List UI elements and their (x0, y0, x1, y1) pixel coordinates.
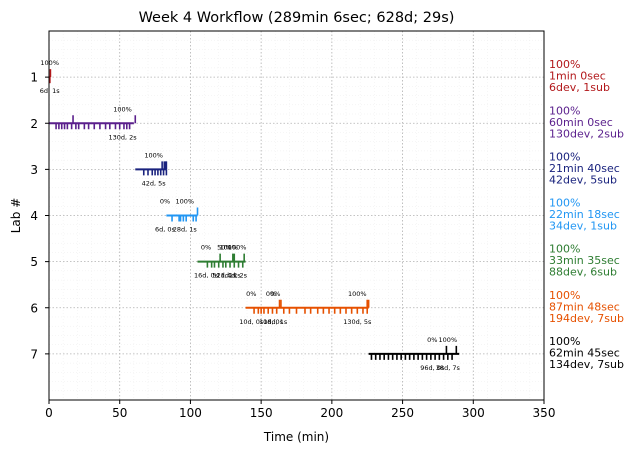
submission-count-label: 28d, 1s (173, 226, 198, 234)
x-tick-label: 0 (45, 406, 53, 420)
y-tick-label: 5 (30, 255, 38, 269)
lab-lane-4: 0% 6d, 0s 100% 28d, 1s (155, 198, 199, 234)
submission-count-label: 38d, 7s (436, 364, 461, 372)
submission-percent-label: 0% (427, 336, 437, 344)
submission-percent-label: 100% (219, 244, 238, 252)
submission-percent-label: 100% (175, 198, 194, 206)
lab-3-summary-line: 42dev, 5sub (549, 173, 617, 186)
chart-title: Week 4 Workflow (289min 6sec; 628d; 29s) (139, 10, 455, 26)
lab-4-summary-line: 100% (549, 197, 580, 210)
submission-percent-label: 0% (270, 290, 280, 298)
lab-lane-2: 100% 130d, 2s (49, 105, 137, 141)
y-tick-label: 1 (30, 71, 38, 85)
submission-count-label: 4d, 2s (227, 272, 248, 280)
submission-count-label: 16d, 0s (194, 272, 219, 280)
lab-5-summary-line: 33min 35sec (549, 254, 620, 267)
lab-1-summary-line: 1min 0sec (549, 70, 606, 83)
y-tick-label: 4 (30, 209, 38, 223)
submission-count-label: 10d, 0s (239, 318, 264, 326)
lab-lane-5: 0% 16d, 0s 50% 51d, 1s 100% 21d, 2s 100% 4d, 2s (194, 244, 248, 280)
lab-lane-3: 100% 42d, 5s (135, 151, 168, 187)
lab-lane-6: 0% 10d, 0s 0% 10d, 0s 0% 18d, 1s 100% 130d, 5s (239, 290, 372, 326)
y-tick-label: 2 (30, 117, 38, 131)
submission-count-label: 10d, 0s (259, 318, 284, 326)
y-axis-label: Lab # (9, 198, 23, 234)
lab-5-summary-line: 88dev, 6sub (549, 266, 617, 279)
lab-7-summary-line: 62min 45sec (549, 346, 620, 359)
lab-lane-7: 0% 96d, 0s 100% 38d, 7s (368, 336, 461, 372)
submission-count-label: 42d, 5s (142, 179, 167, 187)
lab-5-summary-line: 100% (549, 243, 580, 256)
y-tick-label: 6 (30, 301, 38, 315)
submission-percent-label: 100% (348, 290, 367, 298)
x-tick-label: 250 (391, 406, 414, 420)
lab-3-summary-line: 100% (549, 150, 580, 163)
submission-percent-label: 100% (40, 59, 59, 67)
x-tick-label: 50 (112, 406, 127, 420)
submission-percent-label: 100% (144, 151, 163, 159)
submission-count-label: 18d, 1s (263, 318, 288, 326)
lab-7-summary-line: 100% (549, 335, 580, 348)
submission-count-label: 130d, 5s (343, 318, 372, 326)
x-tick-label: 350 (533, 406, 556, 420)
submission-percent-label: 0% (266, 290, 276, 298)
lab-4-summary-line: 22min 18sec (549, 208, 620, 221)
lab-6-summary-line: 100% (549, 289, 580, 302)
x-tick-label: 150 (250, 406, 273, 420)
submission-percent-label: 100% (113, 105, 132, 113)
lab-1-summary-line: 100% (549, 58, 580, 71)
x-tick-label: 100 (179, 406, 202, 420)
lab-6-summary-line: 194dev, 7sub (549, 312, 624, 325)
x-tick-label: 300 (462, 406, 485, 420)
axis-ticks: 0 50 100 150 200 250 300 350 1 2 3 4 5 6 7 (30, 71, 555, 420)
y-tick-label: 3 (30, 163, 38, 177)
lab-2-summary-line: 100% (549, 104, 580, 117)
submission-percent-label: 0% (246, 290, 256, 298)
submission-percent-label: 100% (439, 336, 458, 344)
submission-percent-label: 0% (160, 198, 170, 206)
lab-4-summary-line: 34dev, 1sub (549, 220, 617, 233)
submission-count-label: 6d, 0s (155, 226, 176, 234)
submission-percent-label: 50% (217, 244, 231, 252)
lab-1-summary-line: 6dev, 1sub (549, 81, 610, 94)
submission-count-label: 96d, 0s (420, 364, 445, 372)
x-axis-label: Time (min) (263, 430, 329, 444)
lab-7-summary-line: 134dev, 7sub (549, 358, 624, 371)
submission-count-label: 51d, 1s (212, 272, 237, 280)
submission-count-label: 21d, 2s (217, 272, 242, 280)
lab-lanes: 100% 6d, 1s 100% 130d, 2s 100% 42d, 5s 0% 6d, 0… (40, 59, 461, 372)
submission-count-label: 130d, 2s (108, 133, 137, 141)
submission-percent-label: 100% (228, 244, 247, 252)
y-tick-label: 7 (30, 347, 38, 361)
lab-2-summary-line: 130dev, 2sub (549, 127, 624, 140)
x-tick-label: 200 (320, 406, 343, 420)
submission-count-label: 6d, 1s (40, 87, 61, 95)
lab-2-summary-line: 60min 0sec (549, 116, 613, 129)
lab-6-summary-line: 87min 48sec (549, 300, 620, 313)
lab-3-summary-line: 21min 40sec (549, 162, 620, 175)
submission-percent-label: 0% (201, 244, 211, 252)
